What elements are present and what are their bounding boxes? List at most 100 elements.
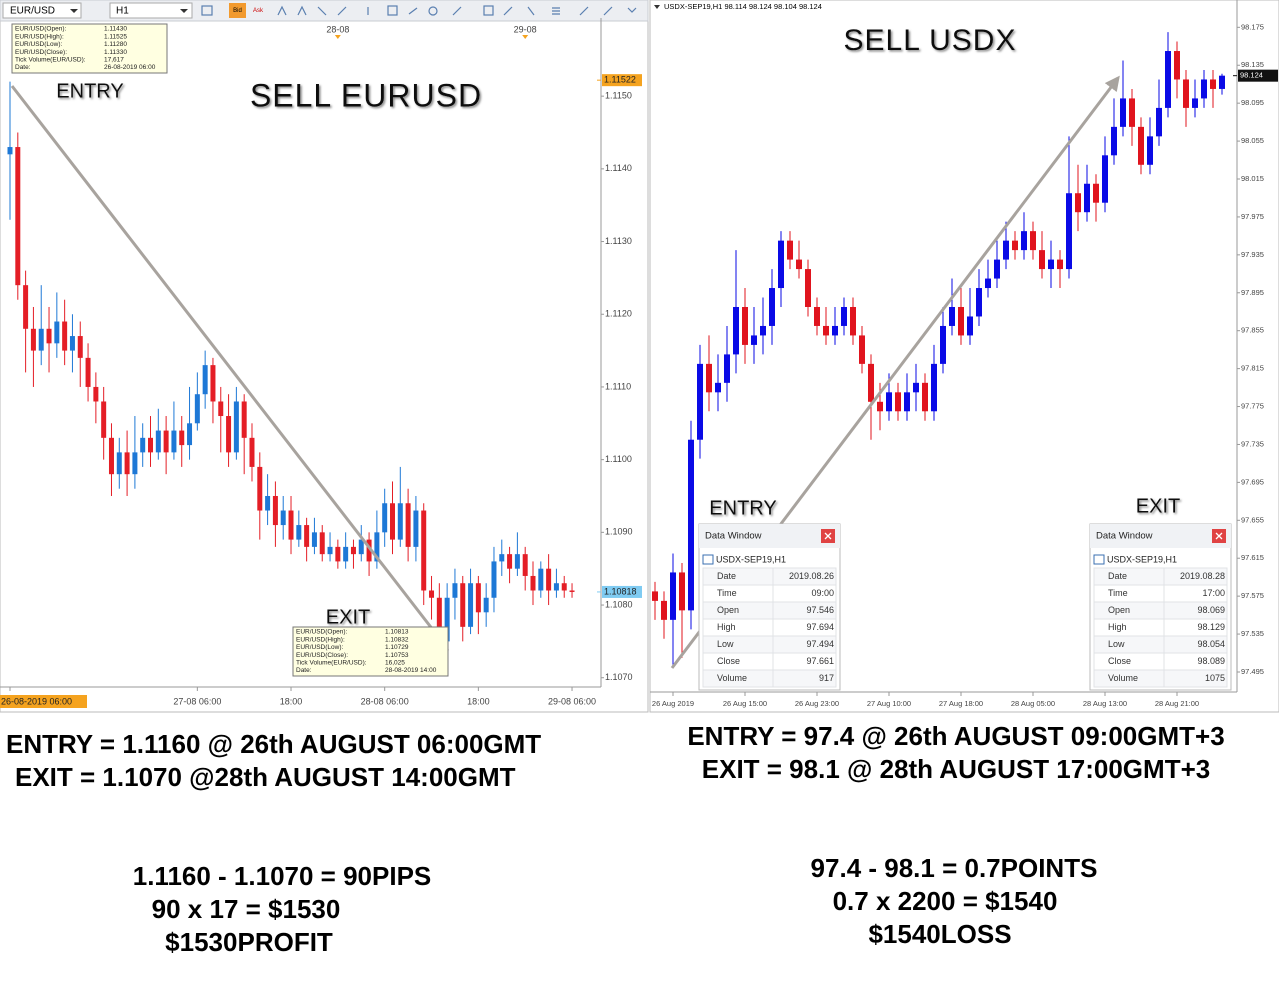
candle-body (311, 532, 317, 547)
timeframe-select[interactable] (109, 2, 193, 19)
y-tick-label: 97.575 (1241, 591, 1264, 600)
tooltip (11, 23, 168, 74)
y-tick-label: 97.735 (1241, 439, 1264, 448)
candle-body (733, 306, 739, 355)
data-window-title: Data Window (705, 531, 762, 542)
data-value: 09:00 (811, 588, 834, 598)
candle-body (1129, 98, 1135, 127)
note: 90 x 17 = $1530 (152, 894, 341, 924)
data-key: Close (717, 656, 740, 666)
data-value: 97.494 (806, 639, 834, 649)
candle-body (859, 335, 865, 364)
y-tick-label: 97.975 (1241, 212, 1264, 221)
candle-body (530, 575, 536, 591)
note: $1540LOSS (868, 919, 1011, 949)
candle-body (553, 583, 559, 591)
candle-body (69, 336, 75, 351)
candle-body (1075, 193, 1081, 213)
candle-body (652, 591, 658, 601)
candle-body (1201, 79, 1207, 99)
data-key: Low (1108, 639, 1125, 649)
candle-body (1021, 231, 1027, 251)
tooltip-key: EUR/USD(Open): (15, 26, 66, 33)
exit-label: EXIT (326, 606, 370, 628)
candle-body (116, 452, 122, 475)
candle-body (967, 316, 973, 336)
candle-body (405, 503, 411, 547)
candle-body (1192, 98, 1198, 108)
price-marker (1238, 69, 1278, 82)
tooltip-value: 1.10753 (385, 652, 409, 659)
candle-body (218, 401, 224, 417)
y-tick-label: 97.855 (1241, 326, 1264, 335)
tooltip-value: 28-08-2019 14:00 (385, 667, 437, 674)
candle-body (421, 510, 427, 591)
data-key: Date (717, 571, 736, 581)
candle-body (514, 554, 520, 569)
note: EXIT = 98.1 @ 28th AUGUST 17:00GMT+3 (702, 754, 1210, 784)
y-tick-label: 97.495 (1241, 667, 1264, 676)
candle-body (1147, 136, 1153, 165)
data-key: Open (1108, 605, 1130, 615)
toolbar (0, 0, 649, 22)
candle-body (280, 510, 286, 526)
tooltip-key: EUR/USD(Close): (15, 49, 67, 56)
data-value: 98.089 (1197, 656, 1225, 666)
candles (7, 81, 575, 656)
candle-body (304, 525, 310, 547)
tooltip-key: EUR/USD(Low): (15, 41, 63, 48)
y-tick-label: 1.1110 (605, 381, 631, 391)
data-value: 1075 (1205, 673, 1225, 683)
candle-body (233, 401, 239, 453)
x-tick-label: 29-08 06:00 (548, 696, 596, 706)
candle-body (1219, 75, 1225, 89)
candle-body (444, 597, 450, 642)
y-tick-label: 97.655 (1241, 515, 1264, 524)
candle-body (850, 306, 856, 336)
candle-body (54, 321, 60, 344)
candles (652, 32, 1225, 668)
bid-button[interactable] (229, 3, 246, 18)
candle-body (350, 546, 356, 555)
candle-body (561, 583, 567, 591)
x-tick-label: 26 Aug 15:00 (723, 699, 767, 708)
candle-body (1102, 155, 1108, 203)
candle-body (327, 546, 333, 555)
y-tick-label: 1.1130 (605, 236, 632, 246)
y-tick-label: 97.695 (1241, 477, 1264, 486)
symbol-select[interactable] (2, 2, 82, 19)
tooltip-key: Tick Volume(EUR/USD): (296, 660, 367, 667)
data-row (1093, 669, 1228, 688)
candle-body (15, 147, 21, 286)
y-tick-label: 97.775 (1241, 402, 1264, 411)
y-tick-label: 1.1150 (605, 91, 632, 101)
ask-label[interactable]: Ask (253, 8, 264, 14)
candle-body (194, 394, 200, 424)
candle-body (1138, 126, 1144, 165)
y-tick-label: 98.015 (1241, 174, 1264, 183)
data-value: 2019.08.26 (789, 571, 834, 581)
candle-body (288, 510, 294, 540)
candle-body (265, 495, 271, 511)
data-key: Low (717, 639, 734, 649)
note: 97.4 - 98.1 = 0.7POINTS (811, 853, 1098, 883)
dropdown-icon (180, 9, 188, 13)
tooltip-key: Date: (296, 667, 312, 674)
candle-body (93, 386, 99, 402)
candle-body (724, 354, 730, 383)
trade-arrow (10, 85, 449, 651)
candle-body (124, 452, 130, 475)
candle-body (62, 321, 68, 351)
candle-body (389, 503, 395, 540)
price-marker-label: 1.11522 (604, 75, 636, 85)
tooltip-value: 26-08-2019 06:00 (104, 64, 156, 71)
price-marker (602, 74, 642, 87)
left-panel (0, 0, 649, 713)
candle-body (751, 335, 757, 345)
tooltip-key: EUR/USD(Close): (296, 652, 348, 659)
candle-body (706, 363, 712, 393)
entry-label: ENTRY (56, 80, 123, 102)
price-marker-label: 1.10818 (604, 586, 637, 596)
data-window-symbol: USDX-SEP19,H1 (1107, 554, 1177, 564)
data-value: 97.546 (806, 605, 834, 615)
